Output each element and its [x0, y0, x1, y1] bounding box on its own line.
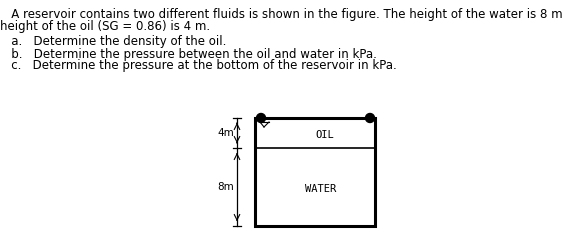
Text: c.   Determine the pressure at the bottom of the reservoir in kPa.: c. Determine the pressure at the bottom … — [0, 59, 397, 72]
Text: OIL: OIL — [315, 130, 334, 140]
Text: 4m: 4m — [217, 128, 234, 138]
Text: A reservoir contains two different fluids is shown in the figure. The height of : A reservoir contains two different fluid… — [0, 8, 562, 21]
Circle shape — [365, 114, 374, 123]
Circle shape — [256, 114, 265, 123]
Text: b.   Determine the pressure between the oil and water in kPa.: b. Determine the pressure between the oi… — [0, 48, 377, 61]
Text: WATER: WATER — [305, 184, 337, 194]
Text: 8m: 8m — [217, 182, 234, 192]
Text: a.   Determine the density of the oil.: a. Determine the density of the oil. — [0, 35, 226, 48]
Bar — [255, 118, 375, 226]
Text: height of the oil (SG = 0.86) is 4 m.: height of the oil (SG = 0.86) is 4 m. — [0, 20, 210, 33]
